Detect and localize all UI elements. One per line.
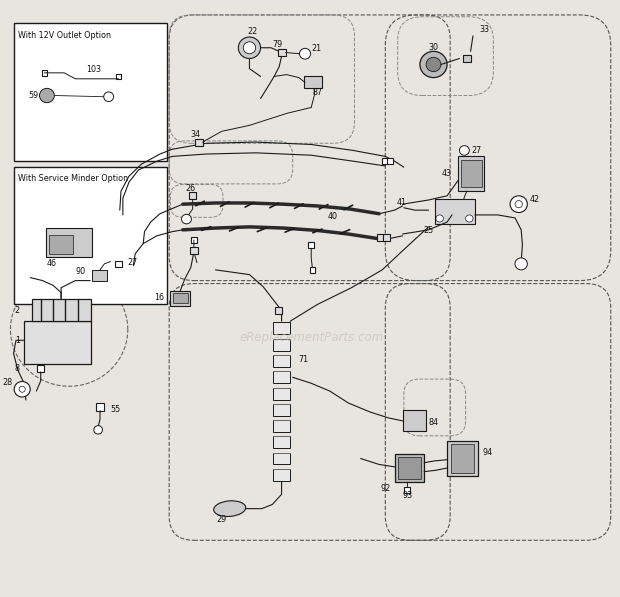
Text: 55: 55 [110,405,121,414]
Text: With 12V Outlet Option: With 12V Outlet Option [18,31,111,40]
Text: 16: 16 [154,293,164,302]
Bar [191,237,197,243]
Text: 103: 103 [86,64,101,74]
Text: 46: 46 [47,259,57,269]
Text: 21: 21 [311,44,321,54]
Text: 90: 90 [76,266,86,276]
Circle shape [238,37,260,59]
Bar [394,454,424,482]
Circle shape [14,381,30,397]
Bar [115,261,122,267]
Text: 34: 34 [191,130,201,139]
Circle shape [19,386,25,392]
Circle shape [466,215,473,222]
Text: 42: 42 [530,195,540,205]
Bar [273,404,290,416]
Bar [92,270,107,281]
Text: 25: 25 [423,226,433,235]
Circle shape [299,48,311,59]
Circle shape [40,88,55,103]
Bar [273,420,290,432]
Bar [461,160,482,187]
Bar [42,70,47,75]
Text: 33: 33 [479,25,489,35]
Bar [278,48,286,56]
Circle shape [459,146,469,155]
Bar [273,469,290,481]
Bar [275,307,282,314]
Bar [190,247,198,254]
Circle shape [420,51,447,78]
Bar [273,436,290,448]
Bar [404,487,410,493]
Bar [49,235,73,254]
Bar [383,234,390,241]
Bar [24,321,91,364]
Text: 79: 79 [272,40,282,50]
Text: 27: 27 [472,146,482,155]
Circle shape [94,426,102,434]
Bar [451,444,474,473]
Text: 93: 93 [402,491,413,500]
Text: 87: 87 [312,88,322,97]
Bar [195,139,203,146]
Text: 27: 27 [127,258,138,267]
Bar [32,298,91,321]
Bar [458,156,484,191]
Bar [377,234,384,241]
Text: eReplacementParts.com: eReplacementParts.com [239,331,383,344]
Bar [37,365,45,372]
Text: 28: 28 [2,377,12,387]
Text: 8: 8 [15,364,20,373]
Bar [387,158,393,164]
Bar [96,404,104,411]
Text: 26: 26 [185,184,195,193]
Bar [14,23,167,161]
Text: 1: 1 [15,336,20,345]
Text: 43: 43 [442,168,452,178]
Bar [309,267,315,272]
Text: 84: 84 [428,418,438,427]
Circle shape [510,196,528,213]
Text: 40: 40 [328,211,338,221]
Bar [304,76,322,88]
Circle shape [515,201,523,208]
Ellipse shape [214,501,246,516]
Bar [397,457,421,479]
Text: 94: 94 [483,448,493,457]
Bar [273,388,290,400]
Bar [435,199,475,224]
Bar [46,228,92,257]
Bar [463,55,471,62]
Text: 92: 92 [380,484,390,493]
Circle shape [243,42,255,54]
Bar [273,322,290,334]
Text: 41: 41 [396,198,407,208]
Text: 30: 30 [428,43,438,53]
Circle shape [436,215,443,222]
Text: 71: 71 [299,355,309,364]
Bar [173,293,188,303]
Bar [14,167,167,304]
Bar [273,371,290,383]
Bar [189,192,197,199]
Bar [273,355,290,367]
Text: 2: 2 [15,306,20,315]
Text: 59: 59 [28,91,38,100]
Bar [273,453,290,464]
Bar [116,73,122,79]
Bar [170,291,190,306]
Circle shape [426,57,441,72]
Bar [308,242,314,248]
Bar [447,441,478,476]
Text: With Service Minder Option: With Service Minder Option [18,174,128,183]
Bar [402,410,426,431]
Circle shape [515,258,528,270]
Text: 29: 29 [216,515,227,524]
Bar [273,339,290,351]
Text: 22: 22 [247,26,258,36]
Circle shape [182,214,192,224]
Bar [383,158,388,164]
Circle shape [104,92,113,101]
